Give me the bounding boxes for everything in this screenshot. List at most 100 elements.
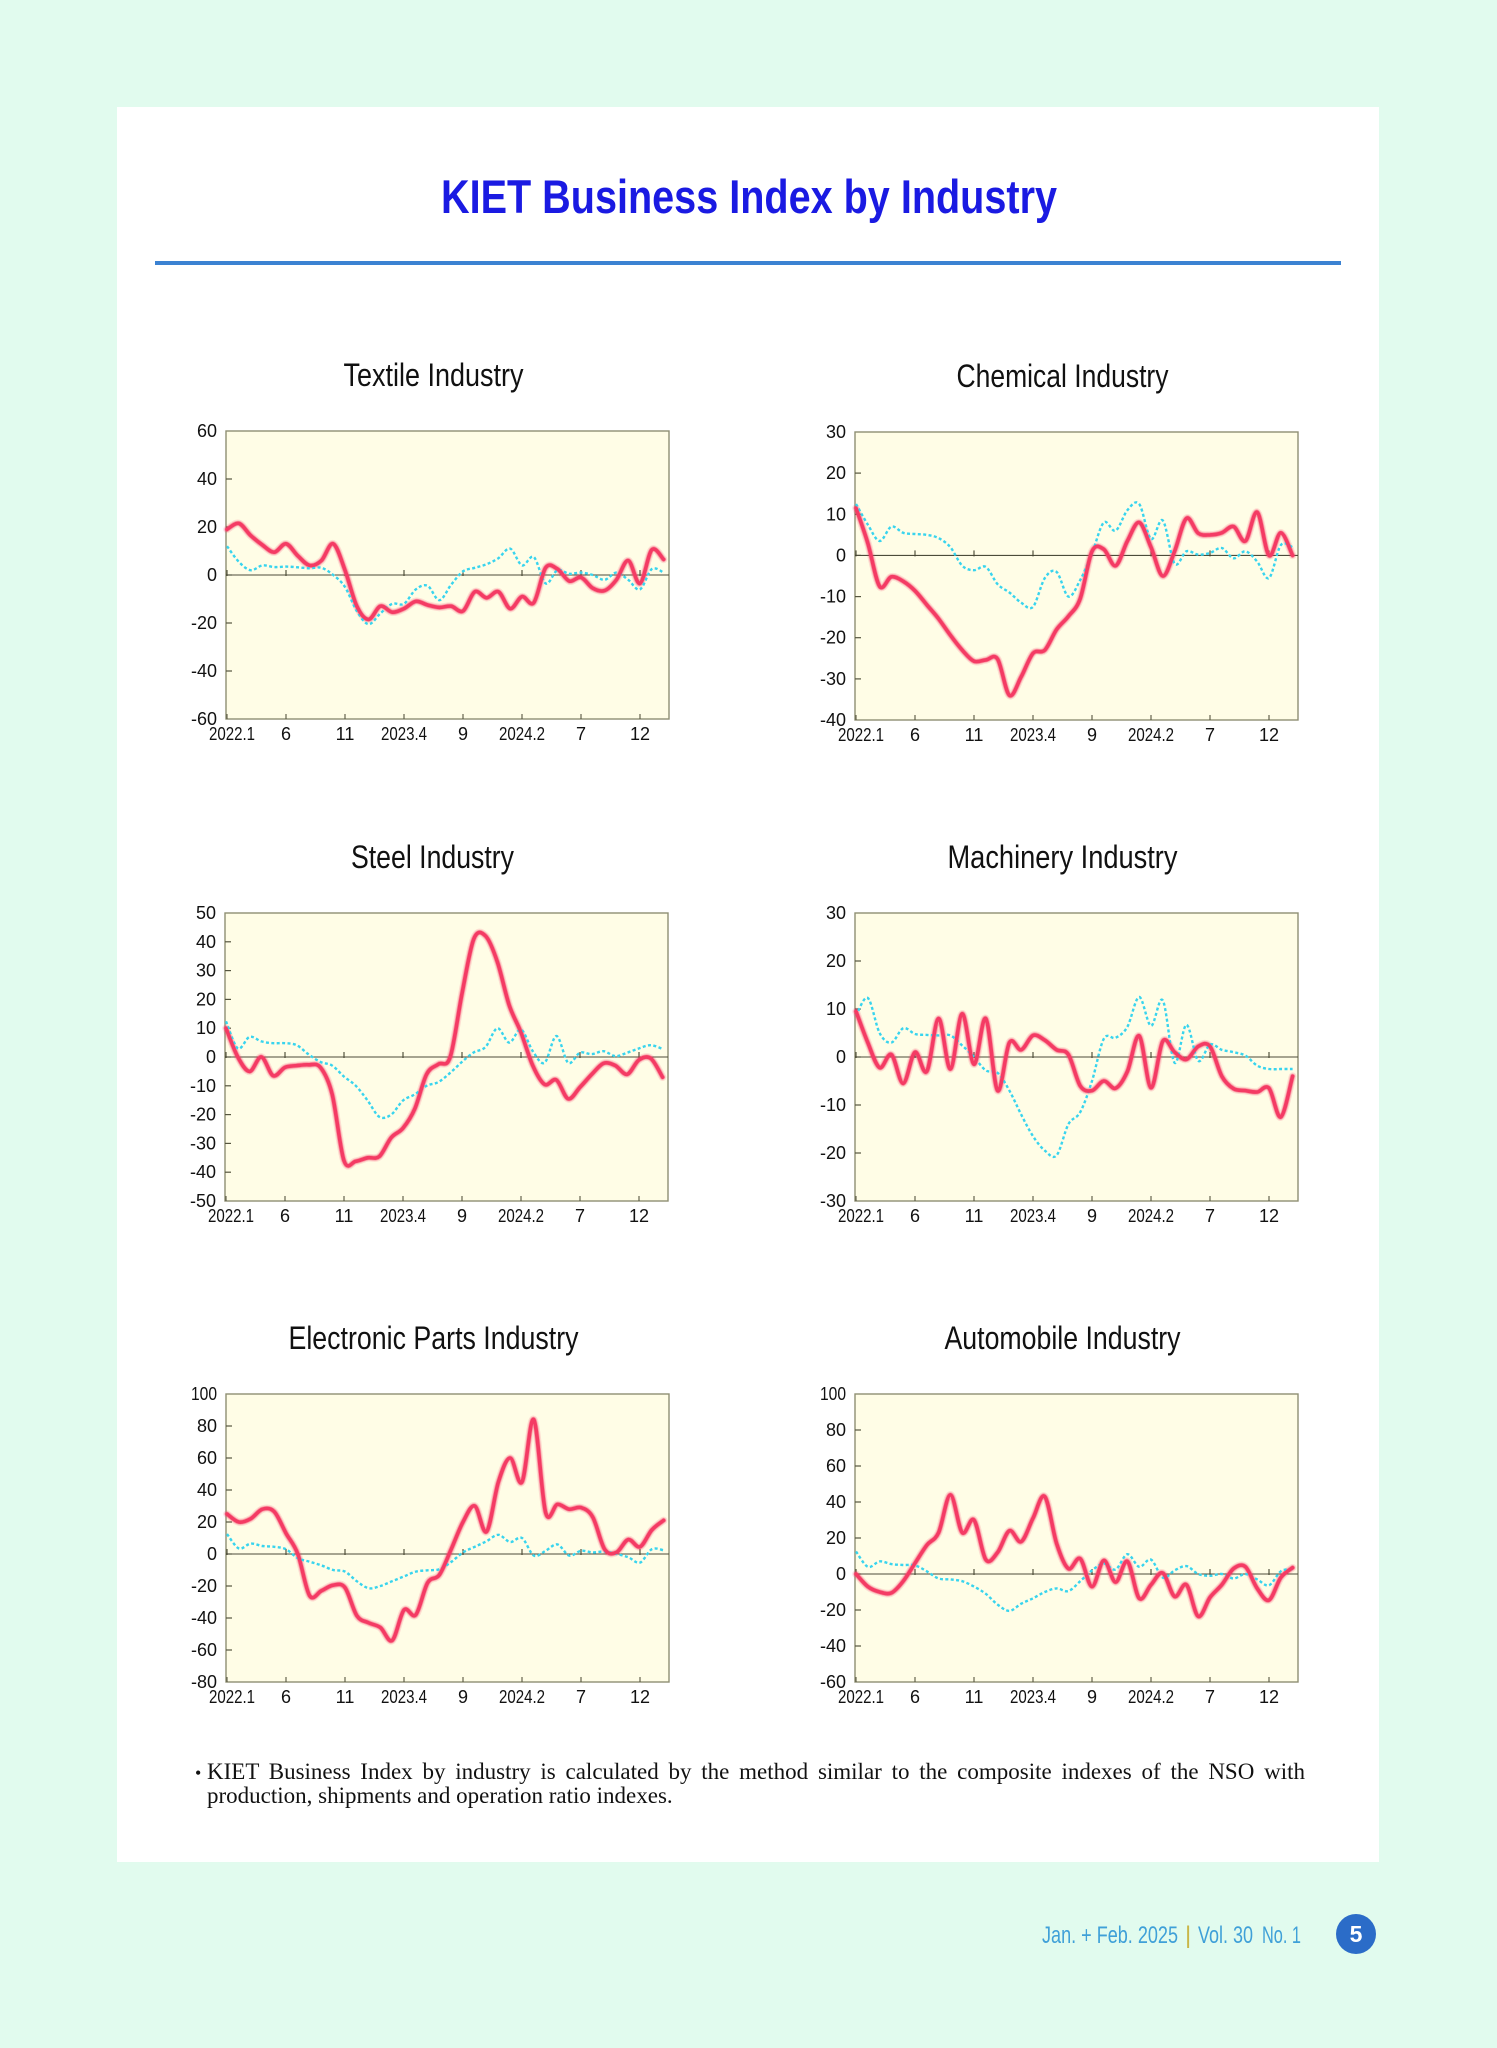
svg-text:7: 7 [1205,725,1215,745]
svg-text:Vol. 30: Vol. 30 [1198,1922,1253,1949]
svg-text:7: 7 [1205,1206,1215,1226]
svg-text:Chemical Industry: Chemical Industry [957,358,1170,394]
svg-text:80: 80 [197,1416,217,1436]
svg-text:60: 60 [197,421,217,441]
svg-text:12: 12 [1259,1687,1279,1707]
svg-text:2023.4: 2023.4 [1010,1687,1056,1707]
svg-text:7: 7 [576,1687,586,1707]
svg-text:2023.4: 2023.4 [1010,725,1056,745]
svg-text:2024.2: 2024.2 [498,1206,544,1226]
svg-text:9: 9 [1087,1687,1097,1707]
svg-text:2023.4: 2023.4 [381,1687,427,1707]
svg-text:60: 60 [826,1456,846,1476]
svg-text:100: 100 [191,1384,217,1404]
svg-text:10: 10 [196,1018,216,1038]
svg-text:20: 20 [196,989,216,1009]
svg-text:-50: -50 [190,1191,216,1211]
svg-text:9: 9 [458,1687,468,1707]
svg-text:-10: -10 [190,1076,216,1096]
svg-text:2023.4: 2023.4 [380,1206,426,1226]
svg-text:6: 6 [281,1687,291,1707]
svg-text:7: 7 [1205,1687,1215,1707]
svg-text:6: 6 [910,1206,920,1226]
svg-text:2022.1: 2022.1 [838,1687,884,1707]
svg-text:2022.1: 2022.1 [209,1687,255,1707]
svg-text:-60: -60 [191,709,217,729]
svg-text:-20: -20 [191,1576,217,1596]
svg-text:Steel Industry: Steel Industry [351,839,515,875]
svg-text:2022.1: 2022.1 [209,724,255,744]
svg-text:10: 10 [826,504,846,524]
svg-text:Textile Industry: Textile Industry [344,357,525,393]
svg-text:7: 7 [576,724,586,744]
svg-text:12: 12 [1259,725,1279,745]
svg-text:6: 6 [281,724,291,744]
svg-text:40: 40 [196,932,216,952]
svg-text:0: 0 [836,1564,846,1584]
svg-text:KIET Business Index by Industr: KIET Business Index by Industry [441,170,1057,223]
svg-text:2022.1: 2022.1 [208,1206,254,1226]
svg-text:12: 12 [1259,1206,1279,1226]
svg-text:11: 11 [965,725,984,745]
svg-text:2022.1: 2022.1 [838,1206,884,1226]
svg-text:2023.4: 2023.4 [1010,1206,1056,1226]
svg-text:6: 6 [910,725,920,745]
svg-text:Jan. + Feb. 2025: Jan. + Feb. 2025 [1042,1922,1178,1949]
svg-text:-30: -30 [190,1133,216,1153]
svg-text:-10: -10 [820,587,846,607]
svg-text:-60: -60 [191,1640,217,1660]
svg-text:9: 9 [1087,1206,1097,1226]
svg-text:50: 50 [196,903,216,923]
svg-text:30: 30 [826,422,846,442]
svg-text:40: 40 [197,469,217,489]
svg-text:2024.2: 2024.2 [1128,1206,1174,1226]
svg-text:0: 0 [836,1047,846,1067]
svg-text:12: 12 [630,724,650,744]
svg-text:12: 12 [630,1687,650,1707]
svg-text:80: 80 [826,1420,846,1440]
svg-text:11: 11 [965,1206,984,1226]
svg-text:Automobile Industry: Automobile Industry [945,1320,1182,1356]
svg-text:10: 10 [826,999,846,1019]
svg-text:30: 30 [826,903,846,923]
svg-text:20: 20 [197,1512,217,1532]
svg-text:-30: -30 [820,1191,846,1211]
svg-text:12: 12 [629,1206,649,1226]
svg-text:-20: -20 [820,1600,846,1620]
svg-text:2024.2: 2024.2 [499,1687,545,1707]
svg-text:-60: -60 [820,1672,846,1692]
svg-text:0: 0 [206,1047,216,1067]
svg-text:0: 0 [207,1544,217,1564]
svg-text:40: 40 [197,1480,217,1500]
svg-text:9: 9 [458,724,468,744]
svg-text:9: 9 [1087,725,1097,745]
svg-text:-10: -10 [820,1095,846,1115]
svg-text:-40: -40 [820,710,846,730]
svg-text:6: 6 [910,1687,920,1707]
svg-text:30: 30 [196,961,216,981]
svg-text:-20: -20 [820,628,846,648]
svg-text:7: 7 [575,1206,585,1226]
svg-text:2024.2: 2024.2 [1128,725,1174,745]
svg-text:Electronic Parts Industry: Electronic Parts Industry [289,1320,580,1356]
svg-text:11: 11 [335,1206,354,1226]
svg-text:2022.1: 2022.1 [838,725,884,745]
svg-text:2024.2: 2024.2 [499,724,545,744]
svg-text:0: 0 [207,565,217,585]
svg-text:100: 100 [820,1384,846,1404]
svg-text:20: 20 [826,463,846,483]
svg-text:11: 11 [336,1687,355,1707]
svg-text:6: 6 [280,1206,290,1226]
svg-text:Machinery Industry: Machinery Industry [948,839,1179,875]
svg-text:-40: -40 [820,1636,846,1656]
svg-text:-20: -20 [191,613,217,633]
svg-text:-30: -30 [820,669,846,689]
svg-text:2023.4: 2023.4 [381,724,427,744]
svg-text:9: 9 [457,1206,467,1226]
svg-text:20: 20 [826,1528,846,1548]
svg-text:60: 60 [197,1448,217,1468]
svg-text:2024.2: 2024.2 [1128,1687,1174,1707]
svg-text:-40: -40 [191,1608,217,1628]
svg-text:20: 20 [826,951,846,971]
svg-text:-80: -80 [191,1672,217,1692]
